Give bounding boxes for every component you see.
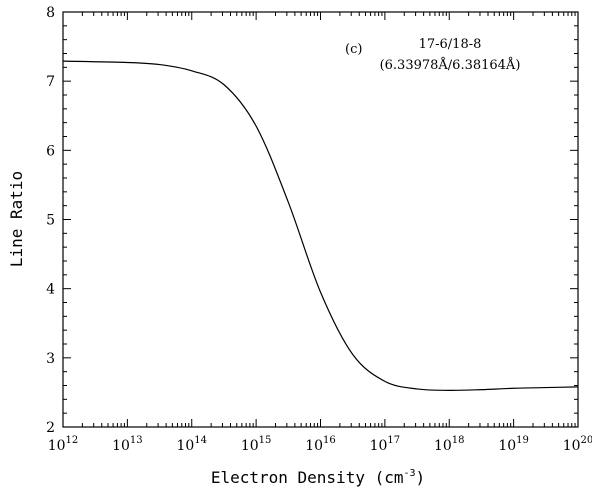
series-line — [62, 60, 579, 391]
x-tick-base: 10 — [305, 438, 323, 454]
x-tick-label: 1014 — [176, 435, 207, 454]
x-tick-label: 1015 — [241, 435, 272, 454]
x-tick-label: 1019 — [498, 435, 529, 454]
x-tick-exponent: 19 — [516, 435, 529, 446]
wavelength-label: (6.33978Å/6.38164Å) — [380, 57, 521, 73]
x-tick-exponent: 12 — [66, 435, 79, 446]
x-axis-label: Electron Density (cm-3) — [211, 468, 425, 487]
x-tick-base: 10 — [48, 438, 66, 454]
ratio-label: 17-6/18-8 — [419, 37, 482, 52]
tick-labels: 1012 1013 1014 1015 1016 1017 1018 1019 10202345… — [46, 5, 592, 454]
x-tick-label: 1020 — [563, 435, 592, 454]
x-tick-exponent: 18 — [452, 435, 465, 446]
x-tick-base: 10 — [241, 438, 259, 454]
y-tick-label: 7 — [46, 74, 55, 90]
x-tick-exponent: 16 — [323, 435, 336, 446]
plot-frame — [62, 11, 579, 428]
x-tick-base: 10 — [498, 438, 516, 454]
x-tick-exponent: 15 — [259, 435, 272, 446]
x-axis-label-exponent: -3 — [403, 468, 415, 479]
x-tick-label: 1012 — [48, 435, 79, 454]
x-axis-label-close: ) — [416, 468, 426, 487]
x-tick-label: 1018 — [434, 435, 465, 454]
y-tick-label: 4 — [46, 282, 55, 298]
y-axis-label: Line Ratio — [7, 171, 26, 267]
x-tick-exponent: 17 — [387, 435, 400, 446]
x-tick-base: 10 — [112, 438, 130, 454]
y-tick-label: 3 — [46, 351, 55, 367]
x-tick-label: 1013 — [112, 435, 143, 454]
series-layer — [62, 60, 579, 391]
axis-ticks — [62, 11, 579, 428]
y-tick-label: 2 — [46, 420, 55, 436]
x-tick-base: 10 — [434, 438, 452, 454]
x-tick-base: 10 — [370, 438, 388, 454]
panel-label: (c) — [345, 42, 362, 57]
y-tick-label: 8 — [46, 5, 55, 21]
y-tick-label: 5 — [46, 213, 55, 229]
x-axis-label-text: Electron Density (cm — [211, 468, 404, 487]
x-tick-label: 1017 — [370, 435, 401, 454]
x-tick-exponent: 20 — [581, 435, 592, 446]
x-tick-base: 10 — [176, 438, 194, 454]
y-tick-label: 6 — [46, 143, 55, 159]
x-tick-exponent: 14 — [194, 435, 207, 446]
x-tick-exponent: 13 — [130, 435, 143, 446]
x-tick-base: 10 — [563, 438, 581, 454]
x-tick-label: 1016 — [305, 435, 336, 454]
